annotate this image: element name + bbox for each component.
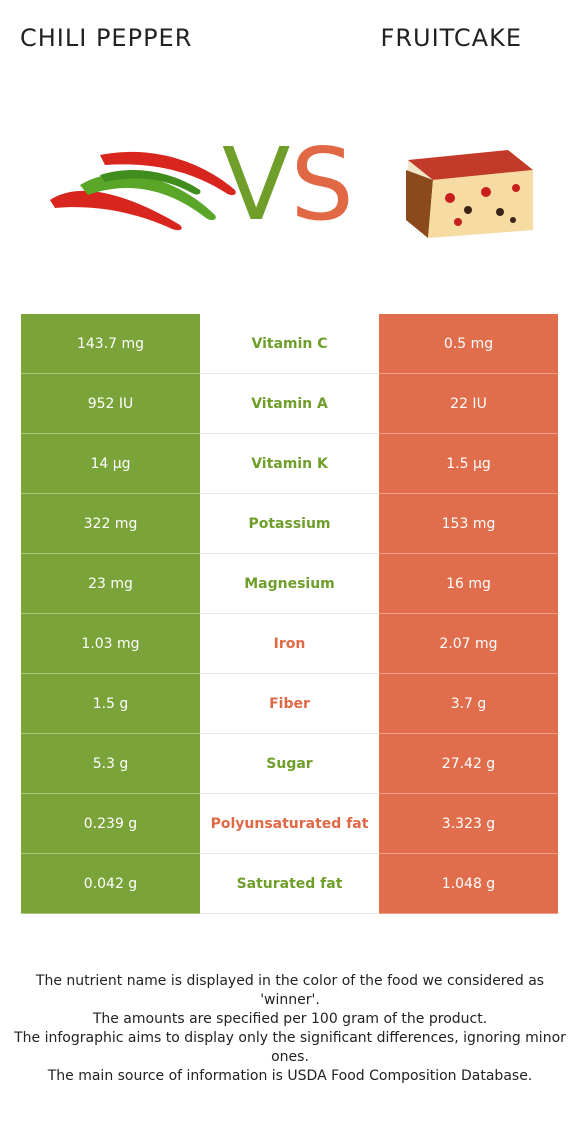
- left-food-value: 0.042 g: [21, 854, 200, 914]
- left-food-value: 1.5 g: [21, 674, 200, 734]
- table-row: 23 mg Magnesium 16 mg: [21, 554, 558, 614]
- footer-line: The amounts are specified per 100 gram o…: [92, 1011, 488, 1027]
- right-food-value: 3.7 g: [379, 674, 558, 734]
- table-row: 0.042 g Saturated fat 1.048 g: [21, 854, 558, 914]
- nutrient-name: Potassium: [200, 494, 379, 554]
- right-food-value: 1.048 g: [379, 854, 558, 914]
- left-food-value: 0.239 g: [21, 794, 200, 854]
- right-food-value: 22 IU: [379, 374, 558, 434]
- left-food-value: 14 µg: [21, 434, 200, 494]
- chili-pepper-image: [50, 151, 236, 231]
- nutrient-name: Vitamin A: [200, 374, 379, 434]
- nutrient-name: Iron: [200, 614, 379, 674]
- table-row: 322 mg Potassium 153 mg: [21, 494, 558, 554]
- fruitcake-image: [406, 150, 533, 238]
- left-food-value: 23 mg: [21, 554, 200, 614]
- left-food-value: 1.03 mg: [21, 614, 200, 674]
- table-row: 14 µg Vitamin K 1.5 µg: [21, 434, 558, 494]
- footer-line: The infographic aims to display only the…: [14, 1030, 566, 1065]
- right-food-value: 27.42 g: [379, 734, 558, 794]
- right-food-title: FRUITCAKE: [380, 24, 522, 52]
- vs-label: VS: [222, 130, 354, 240]
- table-row: 143.7 mg Vitamin C 0.5 mg: [21, 314, 558, 374]
- left-food-title: CHILI PEPPER: [20, 24, 193, 52]
- footer-line: The nutrient name is displayed in the co…: [35, 973, 545, 1008]
- left-food-value: 322 mg: [21, 494, 200, 554]
- comparison-table: 143.7 mg Vitamin C 0.5 mg 952 IU Vitamin A 22…: [21, 314, 558, 914]
- nutrient-name: Sugar: [200, 734, 379, 794]
- nutrient-name: Vitamin C: [200, 314, 379, 374]
- table-row: 0.239 g Polyunsaturated fat 3.323 g: [21, 794, 558, 854]
- right-food-value: 2.07 mg: [379, 614, 558, 674]
- right-food-value: 3.323 g: [379, 794, 558, 854]
- nutrient-name: Polyunsaturated fat: [200, 794, 379, 854]
- table-row: 1.5 g Fiber 3.7 g: [21, 674, 558, 734]
- vs-v-letter: V: [222, 126, 291, 243]
- right-food-value: 1.5 µg: [379, 434, 558, 494]
- left-food-value: 143.7 mg: [21, 314, 200, 374]
- vs-s-letter: S: [290, 126, 354, 243]
- nutrient-name: Magnesium: [200, 554, 379, 614]
- right-food-value: 153 mg: [379, 494, 558, 554]
- left-food-value: 5.3 g: [21, 734, 200, 794]
- table-row: 5.3 g Sugar 27.42 g: [21, 734, 558, 794]
- footer-line: The main source of information is USDA F…: [47, 1068, 533, 1084]
- food-images-area: VS: [0, 120, 580, 250]
- nutrient-name: Vitamin K: [200, 434, 379, 494]
- right-food-value: 0.5 mg: [379, 314, 558, 374]
- right-food-value: 16 mg: [379, 554, 558, 614]
- footer-notes: The nutrient name is displayed in the co…: [14, 972, 566, 1086]
- left-food-value: 952 IU: [21, 374, 200, 434]
- table-row: 952 IU Vitamin A 22 IU: [21, 374, 558, 434]
- nutrient-name: Saturated fat: [200, 854, 379, 914]
- nutrient-name: Fiber: [200, 674, 379, 734]
- table-row: 1.03 mg Iron 2.07 mg: [21, 614, 558, 674]
